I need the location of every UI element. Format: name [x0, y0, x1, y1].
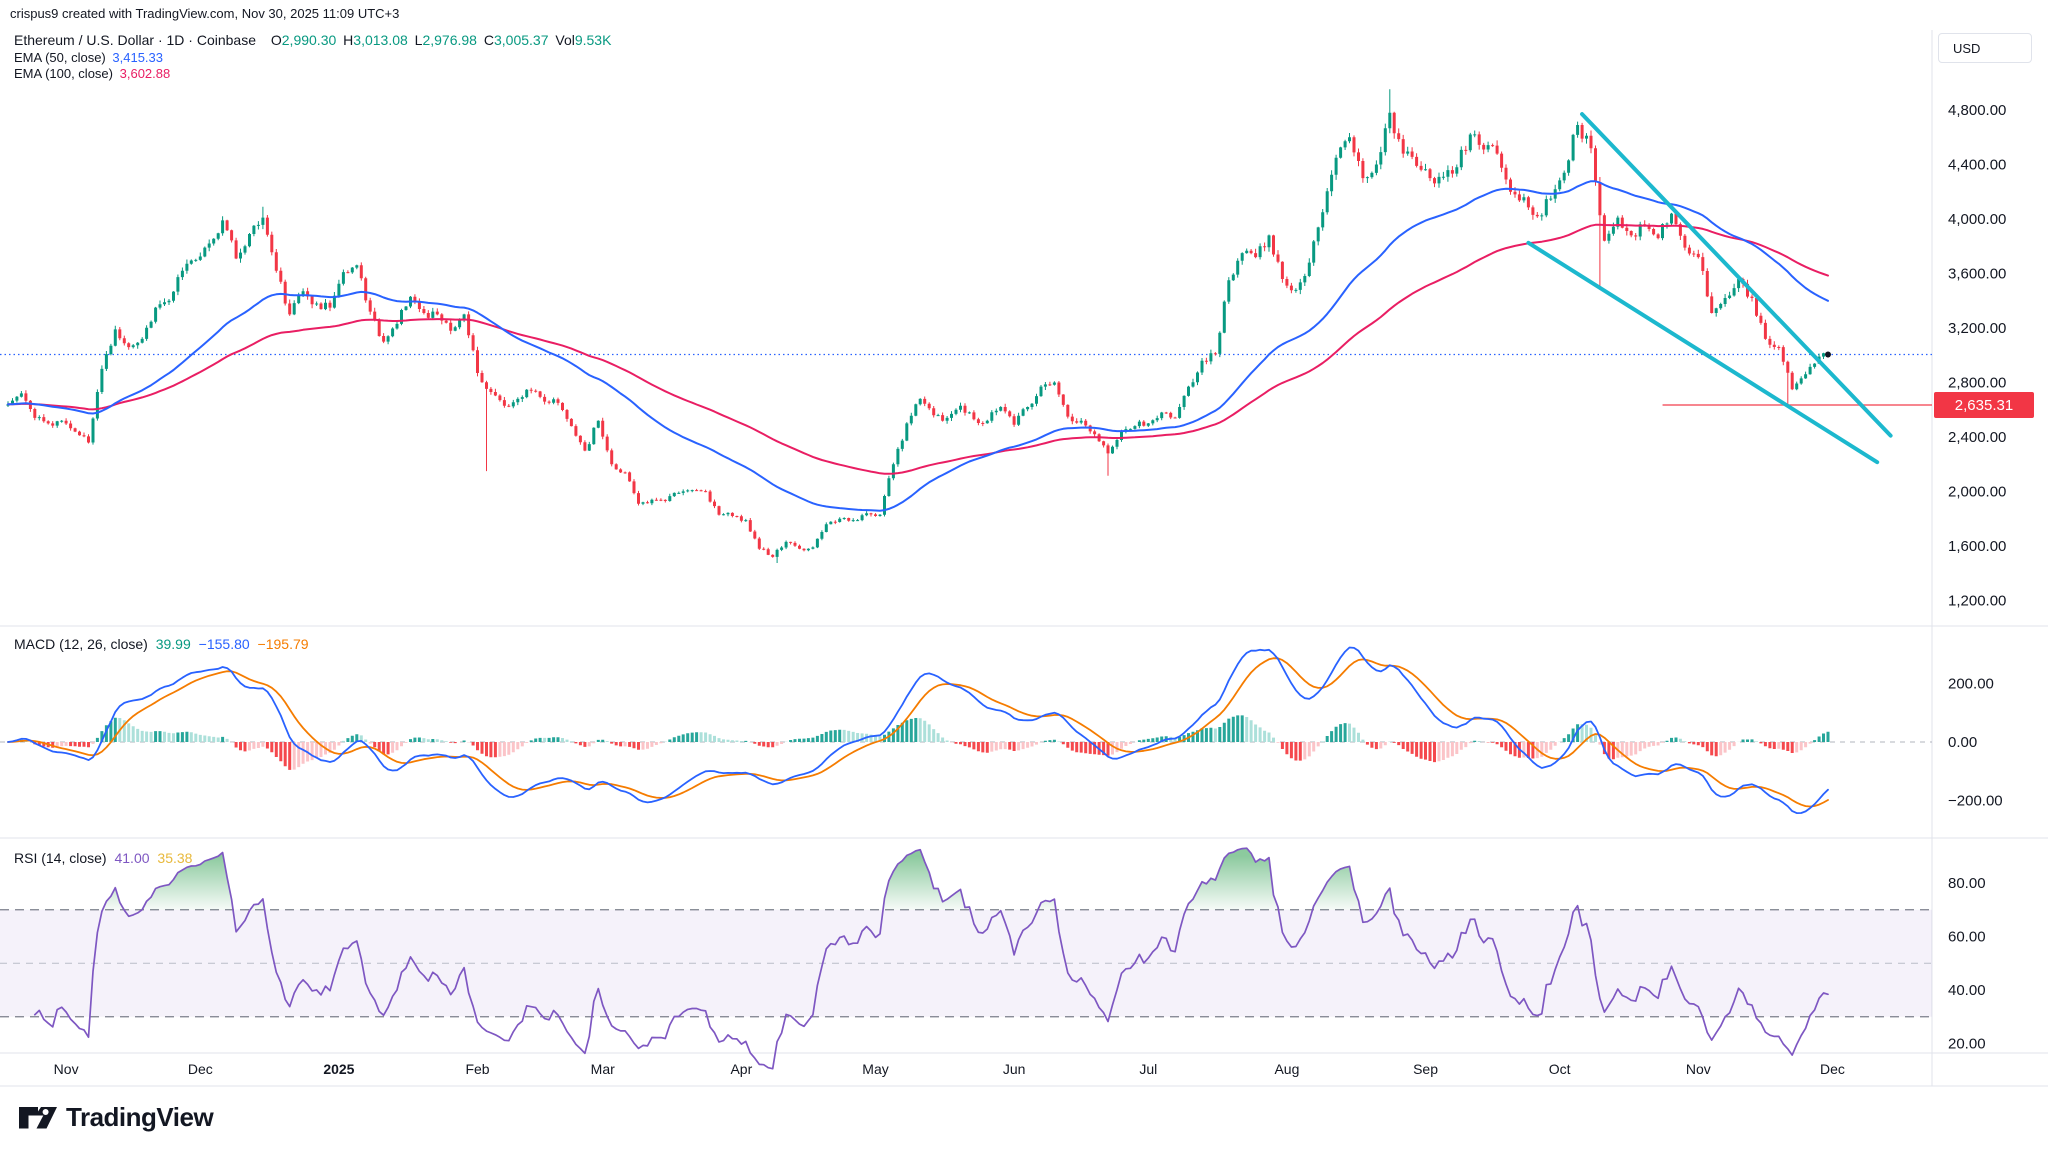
price-axis-label[interactable]: 2,000.00: [1948, 484, 2006, 501]
price-axis-label[interactable]: 4,800.00: [1948, 102, 2006, 119]
macd-line-value: −155.80: [198, 636, 250, 652]
macd-axis-label[interactable]: 0.00: [1948, 734, 1977, 751]
tradingview-logo-icon: [19, 1106, 57, 1128]
volume-value: 9.53K: [574, 32, 612, 48]
rsi-axis-label[interactable]: 80.00: [1948, 875, 1986, 892]
macd-axis-label[interactable]: −200.00: [1948, 793, 2003, 810]
trendline-drawing-2[interactable]: [1526, 240, 1880, 465]
time-axis-label[interactable]: 2025: [323, 1061, 354, 1077]
time-axis-label[interactable]: Apr: [730, 1061, 752, 1077]
macd-line: [7, 646, 1829, 814]
rsi-label: RSI (14, close): [14, 850, 107, 866]
rsi-axis-label[interactable]: 20.00: [1948, 1036, 1986, 1053]
symbol-title-row: Ethereum / U.S. Dollar · 1D · Coinbase O…: [14, 32, 614, 49]
time-axis-label[interactable]: May: [862, 1061, 888, 1077]
macd-hist-value: 39.99: [155, 636, 191, 652]
candle-bodies-up: [6, 112, 1825, 557]
tradingview-logo-text: TradingView: [66, 1102, 214, 1132]
ema50-line: [7, 180, 1829, 512]
time-axis-label[interactable]: Oct: [1549, 1061, 1571, 1077]
rsi-legend: RSI (14, close) 41.00 35.38: [14, 850, 196, 866]
price-axis-label[interactable]: 1,200.00: [1948, 593, 2006, 610]
time-axis-label[interactable]: Nov: [54, 1061, 79, 1077]
trendline-drawing-1[interactable]: [1580, 112, 1893, 438]
attribution-text: crispus9 created with TradingView.com, N…: [10, 6, 400, 21]
macd-hist-down-grow: [55, 742, 1812, 770]
price-axis-label[interactable]: 1,600.00: [1948, 538, 2006, 555]
candle-bodies-down: [24, 112, 1830, 557]
open-value: 2,990.30: [281, 32, 337, 48]
rsi-value: 41.00: [114, 850, 150, 866]
ema100-legend: EMA (100, close) 3,602.88: [14, 66, 614, 82]
time-axis-label[interactable]: Jul: [1139, 1061, 1157, 1077]
macd-hist-up-grow: [6, 715, 1830, 742]
macd-label: MACD (12, 26, close): [14, 636, 148, 652]
price-axis-label[interactable]: 4,400.00: [1948, 157, 2006, 174]
currency-unit-button[interactable]: USD: [1938, 33, 2032, 63]
symbol-legend: Ethereum / U.S. Dollar · 1D · Coinbase O…: [14, 32, 614, 82]
price-axis-label[interactable]: 4,000.00: [1948, 211, 2006, 228]
price-axis-label[interactable]: 3,600.00: [1948, 266, 2006, 283]
ema100-line: [7, 223, 1829, 475]
rsi-axis-label[interactable]: 60.00: [1948, 929, 1986, 946]
candle-wicks-down: [25, 111, 1829, 558]
rsi-ma-value: 35.38: [157, 850, 193, 866]
price-axis-label[interactable]: 2,800.00: [1948, 375, 2006, 392]
macd-legend: MACD (12, 26, close) 39.99 −155.80 −195.…: [14, 636, 313, 652]
low-label: L: [414, 32, 423, 48]
time-axis-label[interactable]: Dec: [1820, 1061, 1845, 1077]
time-axis-label[interactable]: Aug: [1274, 1061, 1299, 1077]
ema50-legend: EMA (50, close) 3,415.33: [14, 50, 614, 66]
ema100-label: EMA (100, close): [14, 66, 113, 81]
ema100-value: 3,602.88: [119, 66, 171, 81]
macd-axis-label[interactable]: 200.00: [1948, 676, 1994, 693]
open-label: O: [270, 32, 282, 48]
ema50-value: 3,415.33: [112, 49, 163, 65]
low-value: 2,976.98: [422, 32, 477, 48]
rsi-line: [33, 847, 1829, 1070]
time-axis-label[interactable]: Sep: [1413, 1061, 1438, 1077]
rsi-overbought-fill: [34, 848, 1828, 910]
ema50-label: EMA (50, close): [14, 49, 106, 65]
price-axis-label[interactable]: 3,200.00: [1948, 320, 2006, 337]
time-axis-label[interactable]: Jun: [1003, 1061, 1026, 1077]
time-axis-label[interactable]: Dec: [188, 1061, 213, 1077]
close-label: C: [483, 32, 494, 48]
high-label: H: [343, 32, 354, 48]
volume-label: Vol: [555, 32, 575, 48]
high-value: 3,013.08: [353, 32, 408, 48]
time-axis-label[interactable]: Nov: [1686, 1061, 1711, 1077]
last-price-dot: [1825, 351, 1831, 358]
close-value: 3,005.37: [493, 32, 549, 48]
rsi-axis-label[interactable]: 40.00: [1948, 982, 1986, 999]
symbol-title: Ethereum / U.S. Dollar · 1D · Coinbase: [14, 32, 256, 48]
time-axis-label[interactable]: Feb: [465, 1061, 489, 1077]
macd-signal-line: [7, 657, 1829, 808]
price-axis-label[interactable]: 2,400.00: [1948, 429, 2006, 446]
horizontal-line-price-label[interactable]: 2,635.31: [1934, 392, 2034, 418]
macd-signal-value: −195.79: [257, 636, 309, 652]
time-axis-label[interactable]: Mar: [591, 1061, 615, 1077]
tradingview-logo[interactable]: TradingView: [18, 1102, 214, 1133]
macd-hist-up-fall: [24, 717, 1758, 742]
